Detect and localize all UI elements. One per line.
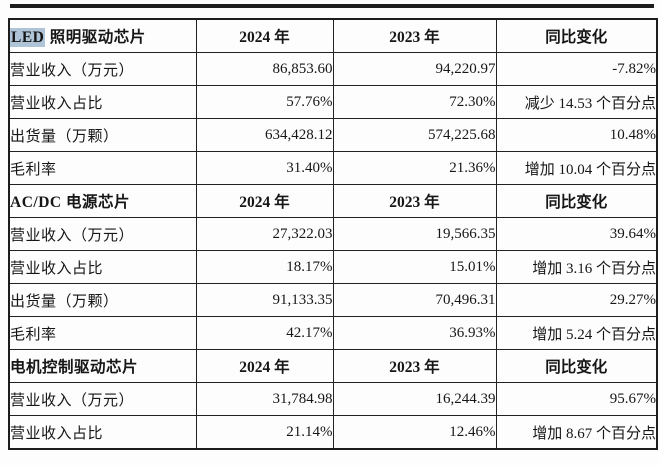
column-header-yoy: 同比变化 (495, 349, 658, 383)
column-header-2023: 2023 年 (332, 18, 497, 53)
value-2023: 72.30% (332, 85, 497, 119)
row-label: 营业收入（万元） (8, 382, 197, 416)
product-financials-table: LED 照明驱动芯片 2024 年 2023 年 同比变化 营业收入（万元） 8… (8, 18, 658, 450)
table-row: 营业收入占比 21.14% 12.46% 增加 8.67 个百分点 (8, 415, 658, 450)
column-header-2024: 2024 年 (195, 349, 334, 383)
row-label: 毛利率 (8, 151, 197, 185)
yoy-change: 减少 14.53 个百分点 (495, 85, 658, 119)
value-2023: 19,566.35 (332, 217, 497, 251)
yoy-change: -7.82% (495, 52, 658, 86)
column-header-2023: 2023 年 (332, 349, 497, 383)
table-row: 出货量（万颗） 634,428.12 574,225.68 10.48% (8, 118, 658, 152)
yoy-change: 增加 10.04 个百分点 (495, 151, 658, 185)
column-header-2024: 2024 年 (195, 18, 334, 53)
value-2023: 36.93% (332, 316, 497, 350)
column-header-2023: 2023 年 (332, 184, 497, 218)
yoy-change: 增加 3.16 个百分点 (495, 250, 658, 284)
table-row: 营业收入占比 18.17% 15.01% 增加 3.16 个百分点 (8, 250, 658, 284)
value-2024: 27,322.03 (195, 217, 334, 251)
highlighted-text: LED (10, 28, 46, 47)
value-2023: 94,220.97 (332, 52, 497, 86)
yoy-change: 增加 5.24 个百分点 (495, 316, 658, 350)
row-label: 出货量（万颗） (8, 118, 197, 152)
value-2023: 15.01% (332, 250, 497, 284)
section-title-motor: 电机控制驱动芯片 (8, 349, 197, 383)
section-header-row-acdc: AC/DC 电源芯片 2024 年 2023 年 同比变化 (8, 184, 658, 218)
value-2023: 16,244.39 (332, 382, 497, 416)
value-2023: 574,225.68 (332, 118, 497, 152)
table-row: 毛利率 31.40% 21.36% 增加 10.04 个百分点 (8, 151, 658, 185)
row-label: 营业收入（万元） (8, 217, 197, 251)
top-divider-rule (10, 4, 654, 8)
section-header-row-led: LED 照明驱动芯片 2024 年 2023 年 同比变化 (8, 18, 658, 53)
table-row: 营业收入（万元） 86,853.60 94,220.97 -7.82% (8, 52, 658, 86)
value-2024: 91,133.35 (195, 283, 334, 317)
yoy-change: 增加 8.67 个百分点 (495, 415, 658, 450)
table-row: 营业收入占比 57.76% 72.30% 减少 14.53 个百分点 (8, 85, 658, 119)
value-2024: 42.17% (195, 316, 334, 350)
value-2024: 18.17% (195, 250, 334, 284)
row-label: 营业收入占比 (8, 85, 197, 119)
value-2024: 57.76% (195, 85, 334, 119)
value-2024: 31,784.98 (195, 382, 334, 416)
column-header-2024: 2024 年 (195, 184, 334, 218)
section-header-row-motor: 电机控制驱动芯片 2024 年 2023 年 同比变化 (8, 349, 658, 383)
row-label: 毛利率 (8, 316, 197, 350)
table-row: 毛利率 42.17% 36.93% 增加 5.24 个百分点 (8, 316, 658, 350)
section-title-text: 照明驱动芯片 (45, 29, 146, 46)
value-2024: 21.14% (195, 415, 334, 450)
column-header-yoy: 同比变化 (495, 184, 658, 218)
table-row: 出货量（万颗） 91,133.35 70,496.31 29.27% (8, 283, 658, 317)
row-label: 营业收入（万元） (8, 52, 197, 86)
section-title-acdc: AC/DC 电源芯片 (8, 184, 197, 218)
row-label: 营业收入占比 (8, 415, 197, 450)
value-2024: 31.40% (195, 151, 334, 185)
table-row: 营业收入（万元） 27,322.03 19,566.35 39.64% (8, 217, 658, 251)
row-label: 营业收入占比 (8, 250, 197, 284)
yoy-change: 39.64% (495, 217, 658, 251)
yoy-change: 95.67% (495, 382, 658, 416)
value-2024: 634,428.12 (195, 118, 334, 152)
yoy-change: 29.27% (495, 283, 658, 317)
value-2023: 12.46% (332, 415, 497, 450)
section-title-led: LED 照明驱动芯片 (8, 18, 197, 53)
row-label: 出货量（万颗） (8, 283, 197, 317)
column-header-yoy: 同比变化 (495, 18, 658, 53)
value-2024: 86,853.60 (195, 52, 334, 86)
yoy-change: 10.48% (495, 118, 658, 152)
value-2023: 21.36% (332, 151, 497, 185)
value-2023: 70,496.31 (332, 283, 497, 317)
table-row: 营业收入（万元） 31,784.98 16,244.39 95.67% (8, 382, 658, 416)
